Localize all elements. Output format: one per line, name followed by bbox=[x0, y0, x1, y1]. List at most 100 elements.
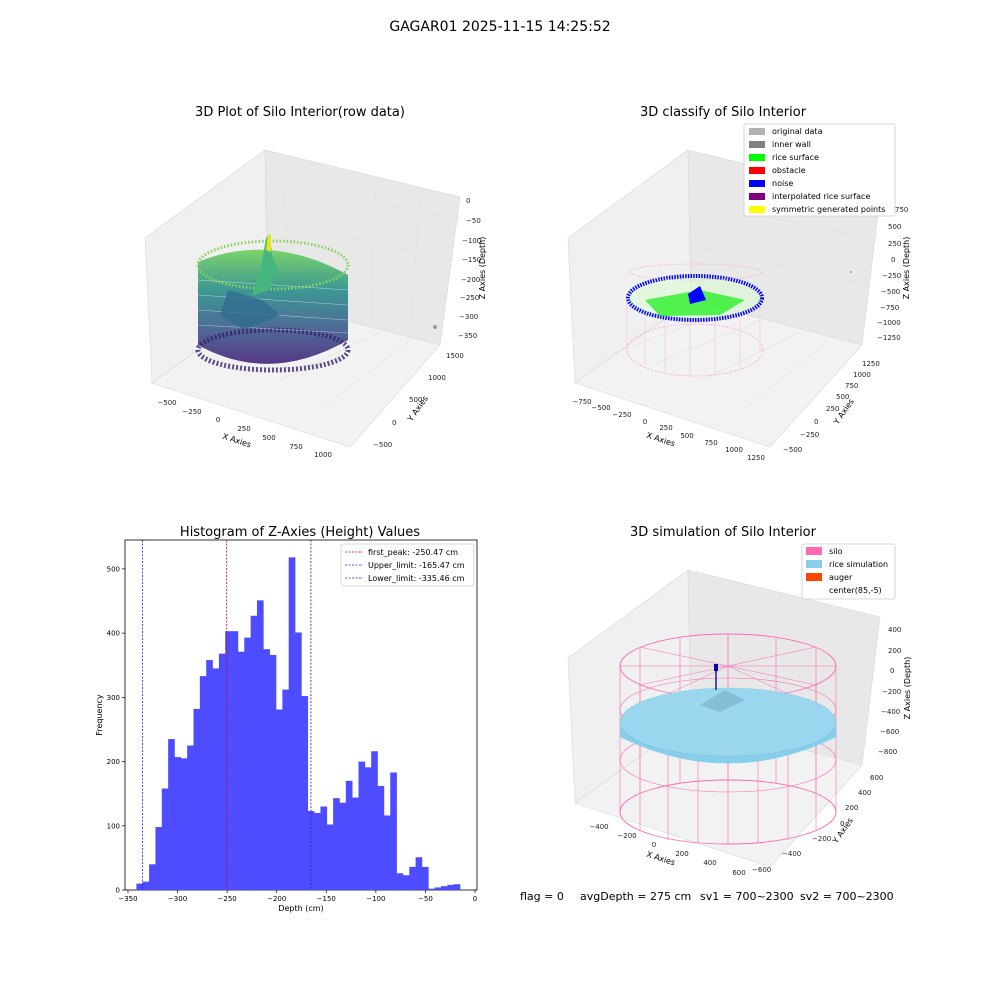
legend-label-obstacle: obstacle bbox=[772, 166, 806, 175]
sim-legend: silo rice simulation auger center(85,-5) bbox=[801, 543, 896, 600]
hist-bar bbox=[269, 654, 277, 890]
legend-swatch-obstacle bbox=[749, 167, 765, 174]
raw-z-axis-label: Z Axies (Depth) bbox=[478, 237, 487, 300]
hist-bar bbox=[244, 637, 251, 890]
hist-bar bbox=[180, 758, 188, 890]
hist-legend-box bbox=[340, 543, 475, 587]
hist-xtick-label: −250 bbox=[218, 895, 237, 903]
hist-bar bbox=[218, 653, 226, 890]
panel-simulation-3d: 3D simulation of Silo Interior bbox=[567, 525, 912, 877]
raw-xtick-label: 750 bbox=[289, 443, 302, 451]
raw-ytick-label: 500 bbox=[409, 396, 422, 404]
classify-legend: original data inner wall rice surface ob… bbox=[743, 123, 896, 217]
legend-swatch-rice-simulation bbox=[806, 560, 822, 568]
raw-ytick-label: −500 bbox=[373, 441, 392, 449]
raw-xtick-label: 500 bbox=[262, 434, 275, 442]
classify-xtick-label: 500 bbox=[680, 432, 693, 440]
raw-y-ticks: −500 0 500 1000 1500 bbox=[373, 352, 464, 449]
sim-ztick-label: −400 bbox=[881, 708, 900, 716]
legend-swatch-rice-surface bbox=[749, 154, 765, 161]
hist-bar bbox=[358, 761, 366, 890]
hist-bar bbox=[206, 660, 213, 890]
sim-ytick-label: 200 bbox=[845, 804, 858, 812]
legend-swatch-interpolated bbox=[749, 193, 765, 200]
classify-z-axis-label: Z Axies (Depth) bbox=[902, 237, 911, 300]
status-sv1: sv1 = 700~2300 bbox=[700, 890, 794, 903]
hist-bar bbox=[383, 815, 391, 890]
classify-ytick-label: 500 bbox=[836, 393, 849, 401]
panel-classify-3d: 3D classify of Silo Interior bbox=[567, 105, 911, 462]
classify-ztick-label: 0 bbox=[891, 256, 895, 264]
hist-bar bbox=[187, 745, 194, 890]
classify-ytick-label: −250 bbox=[800, 431, 819, 439]
hist-bar bbox=[168, 739, 175, 890]
status-sv2: sv2 = 700~2300 bbox=[800, 890, 894, 903]
sim-x-ticks: −400 −200 0 200 400 600 bbox=[589, 823, 745, 877]
sim-ytick-label: −400 bbox=[782, 850, 801, 858]
hist-bar bbox=[212, 668, 220, 890]
raw-ztick-label: −100 bbox=[462, 237, 481, 245]
hist-bar bbox=[193, 708, 201, 890]
hist-bar bbox=[320, 806, 328, 890]
hist-bar bbox=[421, 866, 429, 890]
panel-sim-title: 3D simulation of Silo Interior bbox=[630, 525, 817, 540]
classify-xtick-label: 1250 bbox=[747, 454, 765, 462]
hist-bar bbox=[225, 631, 232, 890]
raw-ztick-label: −150 bbox=[462, 256, 481, 264]
raw-xtick-label: 0 bbox=[216, 416, 220, 424]
legend-label-first-peak: first_peak: -250.47 cm bbox=[368, 548, 458, 557]
hist-bar bbox=[415, 857, 423, 890]
classify-ytick-label: 0 bbox=[814, 418, 818, 426]
sim-xtick-label: −400 bbox=[589, 823, 608, 831]
sim-xtick-label: 200 bbox=[675, 850, 688, 858]
raw-x-ticks: −500 −250 0 250 500 750 1000 bbox=[157, 399, 332, 459]
raw-ztick-label: −250 bbox=[460, 294, 479, 302]
hist-bar bbox=[276, 709, 283, 890]
legend-label-symmetric: symmetric generated points bbox=[772, 205, 885, 214]
classify-y-ticks: −500 −250 0 250 500 750 1000 1250 bbox=[783, 360, 880, 454]
hist-bar bbox=[250, 615, 258, 890]
raw-xtick-label: −250 bbox=[182, 408, 201, 416]
sim-ztick-label: 0 bbox=[890, 667, 894, 675]
hist-bar bbox=[447, 884, 454, 890]
legend-label-original-data: original data bbox=[772, 127, 823, 136]
sim-z-axis-label: Z Axies (Depth) bbox=[903, 657, 912, 720]
classify-xtick-label: −750 bbox=[572, 398, 591, 406]
legend-label-lower-limit: Lower_limit: -335.46 cm bbox=[368, 574, 465, 583]
classify-xtick-label: 750 bbox=[704, 439, 717, 447]
raw-xtick-label: −500 bbox=[157, 399, 176, 407]
classify-ztick-label: −500 bbox=[881, 288, 900, 296]
raw-xtick-label: 1000 bbox=[314, 451, 332, 459]
hist-bar bbox=[333, 798, 340, 890]
classify-ztick-label: −1000 bbox=[877, 319, 901, 327]
hist-xtick-label: −150 bbox=[317, 895, 336, 903]
raw-ztick-label: 0 bbox=[466, 197, 470, 205]
hist-bar bbox=[282, 689, 290, 890]
sim-xtick-label: 0 bbox=[652, 841, 656, 849]
hist-ytick-label: 500 bbox=[107, 565, 120, 573]
hist-x-ticks: −350 −300 −250 −200 −150 −100 −50 0 bbox=[118, 890, 477, 903]
panel-classify-title: 3D classify of Silo Interior bbox=[640, 105, 807, 120]
classify-legend-box bbox=[743, 123, 896, 217]
hist-bar bbox=[295, 632, 302, 890]
raw-ztick-label: −300 bbox=[459, 313, 478, 321]
classify-grid bbox=[611, 199, 879, 411]
classify-xtick-label: −500 bbox=[591, 404, 610, 412]
sim-ztick-label: 200 bbox=[888, 647, 901, 655]
classify-ztick-label: −1250 bbox=[877, 334, 901, 342]
hist-xtick-label: −100 bbox=[366, 895, 385, 903]
hist-bar bbox=[434, 887, 442, 890]
status-line: flag = 0 avgDepth = 275 cm sv1 = 700~230… bbox=[520, 890, 894, 903]
hist-xtick-label: −300 bbox=[168, 895, 187, 903]
hist-bar bbox=[364, 767, 372, 890]
classify-ytick-label: 250 bbox=[826, 405, 839, 413]
raw-ztick-label: −350 bbox=[458, 332, 477, 340]
hist-bar bbox=[377, 785, 385, 890]
hist-title: Histogram of Z-Axies (Height) Values bbox=[180, 525, 420, 540]
hist-xtick-label: −350 bbox=[118, 895, 137, 903]
legend-label-upper-limit: Upper_limit: -165.47 cm bbox=[368, 561, 465, 570]
sim-ytick-label: −600 bbox=[752, 866, 771, 874]
hist-bar bbox=[345, 780, 353, 890]
classify-ytick-label: 1000 bbox=[853, 371, 871, 379]
sim-ytick-label: 600 bbox=[870, 774, 883, 782]
